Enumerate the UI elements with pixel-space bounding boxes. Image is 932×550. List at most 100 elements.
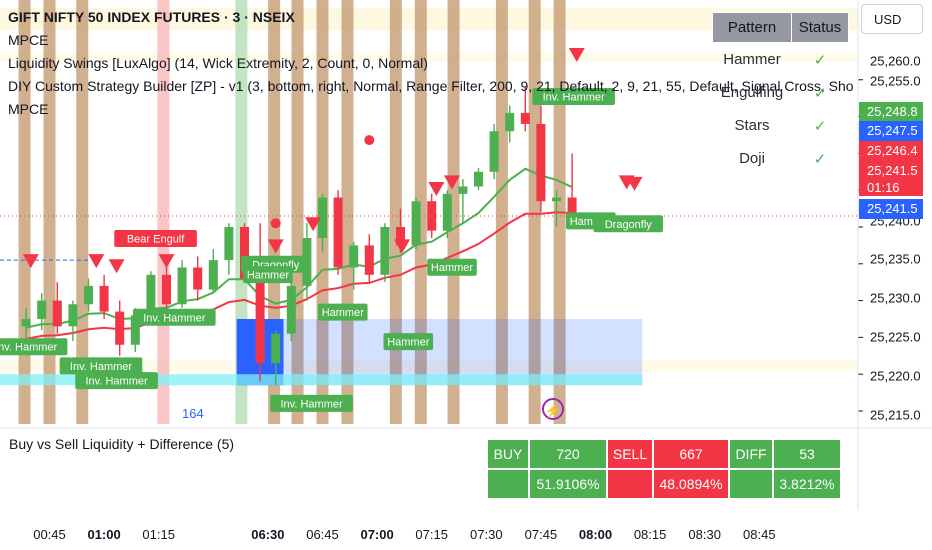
- session-band: [528, 0, 541, 424]
- buy-label: BUY: [488, 440, 528, 468]
- symbol-title[interactable]: GIFT NIFTY 50 INDEX FUTURES · 3 · NSEIX: [8, 9, 295, 25]
- pattern-label-box: [243, 266, 293, 284]
- x-tick-label: 01:15: [142, 527, 175, 542]
- session-band: [43, 0, 56, 424]
- pattern-label: Dragonfly: [605, 219, 653, 231]
- x-tick-label: 01:00: [87, 527, 121, 542]
- price-badge-blue: 25,247.5: [859, 121, 923, 141]
- pattern-label-box: [532, 87, 615, 105]
- candle-body: [286, 285, 296, 334]
- candle-body: [458, 186, 468, 194]
- y-tick-label: 25,255.0: [870, 73, 921, 89]
- x-tick-label: 07:45: [524, 527, 558, 542]
- pattern-label-box: [0, 338, 68, 356]
- candle-body: [333, 197, 343, 268]
- price-badge-green: 25,248.8: [859, 102, 923, 122]
- indicator-legend-3[interactable]: DIY Custom Strategy Builder [ZP] - v1 (3…: [8, 78, 854, 94]
- candle-body: [489, 131, 499, 172]
- candle-body: [240, 226, 249, 279]
- pattern-label: Hammer: [322, 307, 365, 319]
- x-tick-label: 00:45: [33, 527, 66, 542]
- highlight-band: [0, 8, 858, 30]
- pattern-label: Inv. Hammer: [281, 398, 343, 410]
- signal-dot: [270, 218, 281, 229]
- candle-body: [567, 197, 577, 216]
- diff-value: 53: [774, 440, 840, 468]
- indicator-legend-4[interactable]: MPCE: [8, 101, 49, 117]
- candle-body: [520, 112, 530, 124]
- candle-body: [146, 274, 156, 316]
- pattern-label-box: [427, 258, 477, 276]
- bear-signal-marker: [443, 175, 460, 190]
- pattern-name: Engulfing: [720, 84, 784, 101]
- candle-body: [364, 245, 374, 275]
- diff-label: DIFF: [730, 440, 772, 468]
- candle-body: [552, 197, 561, 202]
- candle-body: [396, 226, 405, 246]
- pattern-label: Inv. Hammer: [0, 342, 58, 354]
- y-tick-label: 25,225.0: [870, 329, 921, 345]
- candle-body: [349, 245, 359, 268]
- liquidity-table: BUY 720 SELL 667 DIFF 53 51.9106% 48.089…: [486, 438, 842, 500]
- pattern-label-box: [75, 372, 158, 390]
- candle-body: [99, 285, 109, 312]
- session-band: [495, 0, 508, 424]
- candle-body: [505, 112, 515, 132]
- pattern-label: Hammer: [247, 270, 290, 282]
- pattern-label: Inv. Hammer: [70, 361, 132, 373]
- flash-icon[interactable]: ⚡: [542, 398, 564, 420]
- pattern-label: Inv. Hammer: [543, 91, 605, 103]
- indicator-legend-1[interactable]: MPCE: [8, 32, 49, 48]
- chart-legend: GIFT NIFTY 50 INDEX FUTURES · 3 · NSEIX …: [8, 6, 854, 121]
- price-badge-blue-bottom: 25,241.5: [859, 199, 923, 219]
- pattern-label-box: [114, 230, 197, 248]
- sell-pct-blank: [608, 470, 652, 498]
- pattern-label: Hammer: [431, 262, 474, 274]
- pattern-label-box: [59, 357, 143, 375]
- x-tick-label: 06:45: [306, 527, 339, 542]
- x-tick-label: 08:45: [743, 527, 776, 542]
- session-band: [447, 0, 460, 424]
- pattern-label-box: [593, 215, 663, 233]
- buy-value: 720: [530, 440, 606, 468]
- indicator-legend-2[interactable]: Liquidity Swings [LuxAlgo] (14, Wick Ext…: [8, 55, 428, 71]
- swing-count-label: 164: [182, 406, 204, 421]
- liquidity-band: [0, 374, 643, 386]
- candle-body: [536, 123, 546, 202]
- candle-body: [271, 333, 281, 364]
- pattern-status: ✓: [813, 150, 827, 168]
- bear-signal-marker: [394, 239, 411, 254]
- candle-body: [255, 278, 265, 364]
- session-band: [235, 0, 248, 424]
- candle-body: [208, 260, 218, 290]
- candle-body: [21, 318, 31, 327]
- candle-body: [84, 285, 93, 305]
- diff-pct-blank: [730, 470, 772, 498]
- x-tick-label: 08:15: [633, 527, 667, 542]
- pattern-status: ✓: [813, 117, 827, 135]
- signal-dot: [364, 135, 375, 146]
- price-badge-red: 25,246.4: [859, 141, 923, 161]
- pattern-name: Stars: [734, 117, 770, 134]
- status-header: Status: [791, 12, 849, 43]
- y-tick-label: 25,220.0: [870, 368, 921, 384]
- pattern-status: ✓: [813, 51, 827, 69]
- candle-body: [427, 201, 437, 231]
- candle-body: [37, 300, 47, 319]
- pattern-name: Doji: [739, 150, 765, 167]
- y-tick-label: 25,235.0: [870, 251, 921, 267]
- bar-countdown: 01:16: [859, 180, 923, 196]
- session-band: [268, 0, 281, 424]
- sell-pct: 48.0894%: [654, 470, 728, 498]
- y-tick-label: 25,260.0: [870, 53, 921, 69]
- bear-signal-marker: [88, 254, 105, 269]
- pattern-label: Hammer: [387, 337, 430, 349]
- currency-button[interactable]: USD: [861, 4, 923, 34]
- lower-pane-title[interactable]: Buy vs Sell Liquidity + Difference (5): [9, 436, 235, 452]
- candle-body: [442, 193, 452, 231]
- price-badge-last: 25,241.5: [859, 161, 923, 181]
- pattern-label-box: [317, 303, 368, 321]
- x-tick-label: 07:30: [470, 527, 503, 542]
- candle-body: [115, 311, 125, 345]
